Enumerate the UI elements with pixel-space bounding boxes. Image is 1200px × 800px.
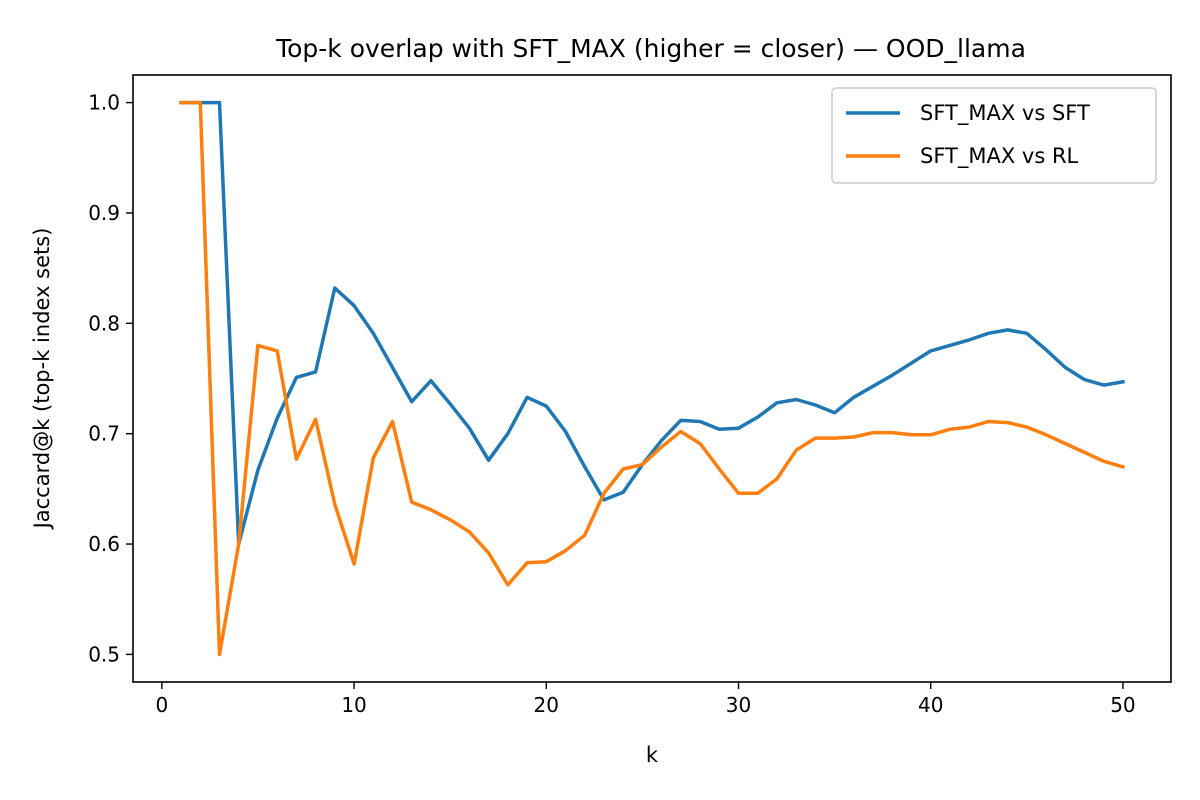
x-tick-label: 40 [918,693,943,717]
legend-label-rl: SFT_MAX vs RL [920,144,1079,169]
x-tick-label: 30 [726,693,751,717]
y-tick-label: 0.8 [88,311,120,335]
x-tick-label: 50 [1110,693,1135,717]
y-tick-label: 0.5 [88,642,120,666]
y-axis-label: Jaccard@k (top-k index sets) [30,228,54,531]
series-line-rl [179,100,1126,657]
y-tick-label: 0.9 [88,201,120,225]
x-tick-label: 0 [155,693,168,717]
x-tick-label: 10 [341,693,366,717]
y-tick-label: 0.7 [88,422,120,446]
x-tick-label: 20 [534,693,559,717]
legend-label-sft: SFT_MAX vs SFT [920,101,1090,126]
plot-area [179,100,1126,657]
chart-title: Top-k overlap with SFT_MAX (higher = clo… [275,34,1026,63]
y-axis: 0.5 0.6 0.7 0.8 0.9 1.0 [88,91,133,666]
legend: SFT_MAX vs SFT SFT_MAX vs RL [831,87,1157,184]
y-tick-label: 0.6 [88,532,120,556]
x-axis: 0 10 20 30 40 50 [155,682,1136,717]
series-line-sft [179,100,1125,546]
axes-frame [132,74,1172,683]
x-axis-label: k [646,743,659,767]
y-tick-label: 1.0 [88,91,120,115]
legend-box [831,87,1157,184]
